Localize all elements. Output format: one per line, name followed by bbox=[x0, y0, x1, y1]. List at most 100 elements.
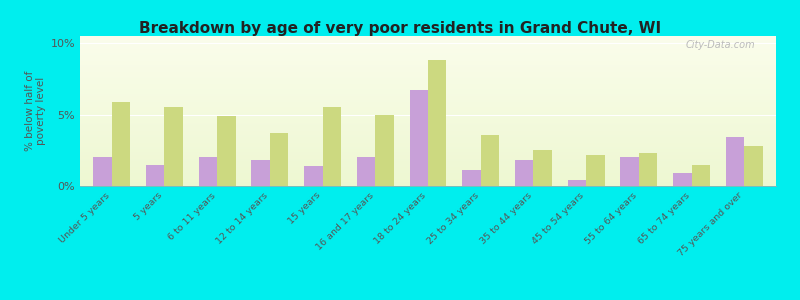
Bar bbox=[80, 57, 776, 58]
Bar bbox=[80, 63, 776, 64]
Bar bbox=[80, 150, 776, 151]
Bar bbox=[80, 142, 776, 143]
Bar bbox=[744, 146, 763, 186]
Bar bbox=[80, 77, 776, 78]
Bar bbox=[428, 60, 446, 186]
Y-axis label: % below half of
poverty level: % below half of poverty level bbox=[25, 71, 46, 151]
Bar bbox=[80, 122, 776, 123]
Bar bbox=[80, 129, 776, 130]
Bar bbox=[80, 55, 776, 56]
Bar bbox=[80, 133, 776, 134]
Bar bbox=[80, 120, 776, 121]
Bar bbox=[80, 114, 776, 115]
Bar bbox=[80, 39, 776, 40]
Bar bbox=[80, 67, 776, 68]
Bar bbox=[80, 108, 776, 109]
Bar bbox=[80, 125, 776, 126]
Bar bbox=[80, 118, 776, 119]
Bar bbox=[80, 99, 776, 100]
Bar bbox=[515, 160, 534, 186]
Bar bbox=[80, 145, 776, 146]
Bar bbox=[80, 84, 776, 85]
Bar bbox=[80, 165, 776, 166]
Bar bbox=[80, 100, 776, 101]
Bar bbox=[80, 159, 776, 160]
Bar bbox=[80, 173, 776, 174]
Bar bbox=[726, 137, 744, 186]
Bar bbox=[80, 70, 776, 71]
Bar bbox=[80, 132, 776, 133]
Bar bbox=[481, 135, 499, 186]
Bar bbox=[80, 141, 776, 142]
Bar bbox=[80, 163, 776, 164]
Bar bbox=[80, 139, 776, 140]
Bar bbox=[80, 175, 776, 176]
Bar bbox=[80, 88, 776, 89]
Bar bbox=[80, 75, 776, 76]
Bar bbox=[80, 153, 776, 154]
Bar bbox=[80, 65, 776, 66]
Bar bbox=[375, 115, 394, 186]
Bar bbox=[80, 158, 776, 159]
Bar bbox=[80, 72, 776, 73]
Bar bbox=[80, 90, 776, 91]
Bar bbox=[80, 174, 776, 175]
Bar bbox=[80, 169, 776, 170]
Bar bbox=[80, 42, 776, 43]
Bar bbox=[80, 180, 776, 181]
Bar bbox=[80, 149, 776, 150]
Bar bbox=[80, 131, 776, 132]
Bar bbox=[304, 166, 322, 186]
Bar bbox=[80, 74, 776, 75]
Bar bbox=[80, 117, 776, 118]
Bar bbox=[80, 81, 776, 82]
Bar bbox=[146, 165, 164, 186]
Bar bbox=[80, 111, 776, 112]
Bar bbox=[80, 102, 776, 103]
Bar bbox=[80, 56, 776, 57]
Bar bbox=[80, 85, 776, 86]
Bar bbox=[80, 87, 776, 88]
Bar bbox=[80, 112, 776, 113]
Bar bbox=[80, 71, 776, 72]
Bar bbox=[80, 118, 776, 119]
Bar bbox=[80, 52, 776, 53]
Bar bbox=[80, 53, 776, 54]
Bar bbox=[80, 36, 776, 37]
Bar bbox=[80, 73, 776, 74]
Bar bbox=[198, 158, 217, 186]
Bar bbox=[80, 183, 776, 184]
Bar bbox=[80, 44, 776, 45]
Bar bbox=[80, 166, 776, 167]
Bar bbox=[80, 46, 776, 47]
Bar bbox=[80, 151, 776, 152]
Bar bbox=[80, 168, 776, 169]
Bar bbox=[80, 66, 776, 67]
Bar bbox=[80, 154, 776, 155]
Bar bbox=[621, 158, 639, 186]
Text: Breakdown by age of very poor residents in Grand Chute, WI: Breakdown by age of very poor residents … bbox=[139, 21, 661, 36]
Bar bbox=[80, 178, 776, 179]
Bar bbox=[80, 51, 776, 52]
Bar bbox=[217, 116, 235, 186]
Bar bbox=[357, 158, 375, 186]
Bar bbox=[80, 147, 776, 148]
Bar bbox=[80, 110, 776, 111]
Bar bbox=[80, 37, 776, 38]
Bar bbox=[568, 180, 586, 186]
Bar bbox=[410, 90, 428, 186]
Bar bbox=[93, 158, 112, 186]
Bar bbox=[80, 156, 776, 157]
Bar bbox=[80, 69, 776, 70]
Bar bbox=[80, 181, 776, 182]
Bar bbox=[80, 136, 776, 137]
Bar bbox=[80, 121, 776, 122]
Bar bbox=[80, 96, 776, 97]
Bar bbox=[80, 80, 776, 81]
Bar bbox=[80, 107, 776, 108]
Bar bbox=[80, 86, 776, 87]
Bar bbox=[80, 97, 776, 98]
Bar bbox=[80, 143, 776, 144]
Bar bbox=[80, 60, 776, 61]
Bar bbox=[80, 119, 776, 120]
